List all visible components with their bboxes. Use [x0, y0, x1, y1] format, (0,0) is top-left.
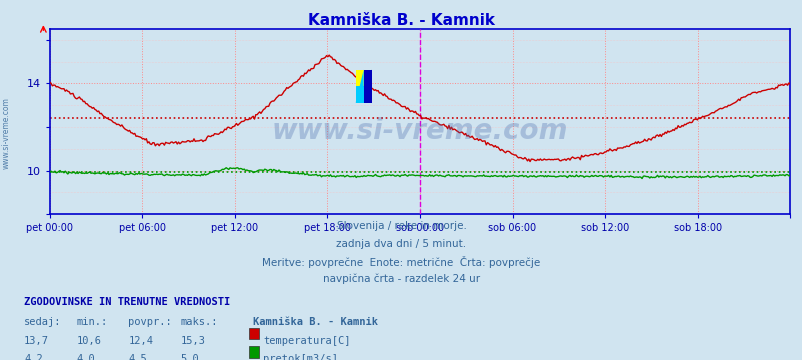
Text: 12,4: 12,4: [128, 336, 153, 346]
Polygon shape: [355, 69, 363, 103]
Text: 5,0: 5,0: [180, 354, 199, 360]
Text: 4,5: 4,5: [128, 354, 147, 360]
Text: Slovenija / reke in morje.: Slovenija / reke in morje.: [336, 221, 466, 231]
Polygon shape: [363, 69, 371, 103]
Text: pretok[m3/s]: pretok[m3/s]: [263, 354, 338, 360]
Text: min.:: min.:: [76, 317, 107, 327]
Text: temperatura[C]: temperatura[C]: [263, 336, 350, 346]
Text: navpična črta - razdelek 24 ur: navpična črta - razdelek 24 ur: [322, 273, 480, 284]
Text: 10,6: 10,6: [76, 336, 101, 346]
Text: povpr.:: povpr.:: [128, 317, 172, 327]
Text: sedaj:: sedaj:: [24, 317, 62, 327]
Text: 4,0: 4,0: [76, 354, 95, 360]
Text: Kamniška B. - Kamnik: Kamniška B. - Kamnik: [308, 13, 494, 28]
Text: 13,7: 13,7: [24, 336, 49, 346]
Text: maks.:: maks.:: [180, 317, 218, 327]
Bar: [355, 86, 363, 103]
Text: www.si-vreme.com: www.si-vreme.com: [2, 97, 11, 169]
Bar: [363, 69, 371, 103]
Text: zadnja dva dni / 5 minut.: zadnja dva dni / 5 minut.: [336, 239, 466, 249]
Text: 15,3: 15,3: [180, 336, 205, 346]
Bar: [355, 69, 363, 86]
Text: ZGODOVINSKE IN TRENUTNE VREDNOSTI: ZGODOVINSKE IN TRENUTNE VREDNOSTI: [24, 297, 230, 307]
Text: 4,2: 4,2: [24, 354, 43, 360]
Text: Kamniška B. - Kamnik: Kamniška B. - Kamnik: [253, 317, 378, 327]
Text: Meritve: povprečne  Enote: metrične  Črta: povprečje: Meritve: povprečne Enote: metrične Črta:…: [262, 256, 540, 268]
Text: www.si-vreme.com: www.si-vreme.com: [271, 117, 568, 145]
